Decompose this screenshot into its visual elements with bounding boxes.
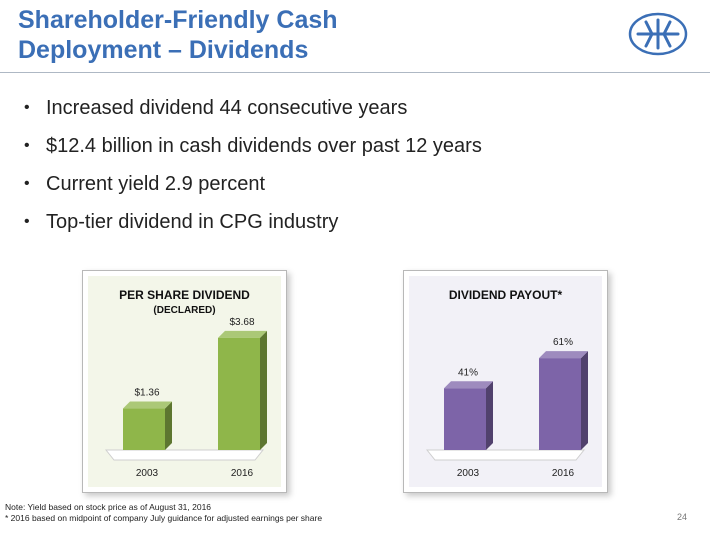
dividend-per-share-chart: PER SHARE DIVIDEND (DECLARED) $1.36 2003 $3.… <box>82 270 287 493</box>
dividend-payout-chart: DIVIDEND PAYOUT* 41% 2003 61% 2016 <box>403 270 608 493</box>
slide-title-line: Deployment – Dividends <box>18 36 309 64</box>
bullet-text: Top-tier dividend in CPG industry <box>46 211 339 233</box>
chart-title: PER SHARE DIVIDEND <box>119 288 250 302</box>
data-label: 41% <box>458 367 478 378</box>
slide-title: Shareholder-Friendly Cash Deployment – D… <box>18 5 338 65</box>
x-tick-label: 2003 <box>136 468 159 479</box>
dividend-per-share-chart-svg: PER SHARE DIVIDEND (DECLARED) $1.36 2003 $3.… <box>104 288 267 479</box>
bar-side <box>260 330 267 450</box>
bullet-text: Current yield 2.9 percent <box>46 173 266 195</box>
bar-top <box>539 351 588 359</box>
chart-title: DIVIDEND PAYOUT* <box>449 288 563 302</box>
x-tick-label: 2016 <box>231 468 254 479</box>
bullet-dot-icon: • <box>24 213 30 230</box>
bullet-item: • Current yield 2.9 percent <box>24 165 482 203</box>
data-label: $1.36 <box>134 388 159 399</box>
bar <box>218 337 260 450</box>
bullet-item: • Top-tier dividend in CPG industry <box>24 203 482 241</box>
bullet-item: • Increased dividend 44 consecutive years <box>24 89 482 127</box>
data-label: 61% <box>553 337 573 348</box>
bar-top <box>444 381 493 389</box>
bar-top <box>123 401 172 409</box>
bullet-dot-icon: • <box>24 99 30 116</box>
dividend-payout-chart-svg: DIVIDEND PAYOUT* 41% 2003 61% 2016 <box>425 288 588 479</box>
x-tick-label: 2003 <box>457 468 480 479</box>
bar-side <box>486 381 493 450</box>
footnotes: Note: Yield based on stock price as of A… <box>5 502 322 524</box>
chart-subtitle: (DECLARED) <box>153 305 215 316</box>
bar <box>444 388 486 450</box>
bullet-text: Increased dividend 44 consecutive years <box>46 97 408 119</box>
bar <box>539 358 581 450</box>
chart-floor <box>425 449 586 461</box>
bullet-dot-icon: • <box>24 175 30 192</box>
snowflake-logo-icon <box>628 12 688 56</box>
bar-side <box>581 351 588 450</box>
page-number: 24 <box>677 512 688 522</box>
bar <box>123 408 165 450</box>
bullet-dot-icon: • <box>24 137 30 154</box>
bar-top <box>218 330 267 338</box>
slide-title-line: Shareholder-Friendly Cash <box>18 6 338 34</box>
footnote: Note: Yield based on stock price as of A… <box>5 502 212 512</box>
chart-floor <box>104 449 265 461</box>
bullet-text: $12.4 billion in cash dividends over pas… <box>46 135 482 157</box>
footnote: * 2016 based on midpoint of company July… <box>5 513 323 523</box>
bullet-item: • $12.4 billion in cash dividends over pa… <box>24 127 482 165</box>
data-label: $3.68 <box>229 317 254 328</box>
x-tick-label: 2016 <box>552 468 575 479</box>
bar-side <box>165 401 172 450</box>
bullet-list: • Increased dividend 44 consecutive years… <box>24 89 482 241</box>
title-divider <box>0 72 710 73</box>
